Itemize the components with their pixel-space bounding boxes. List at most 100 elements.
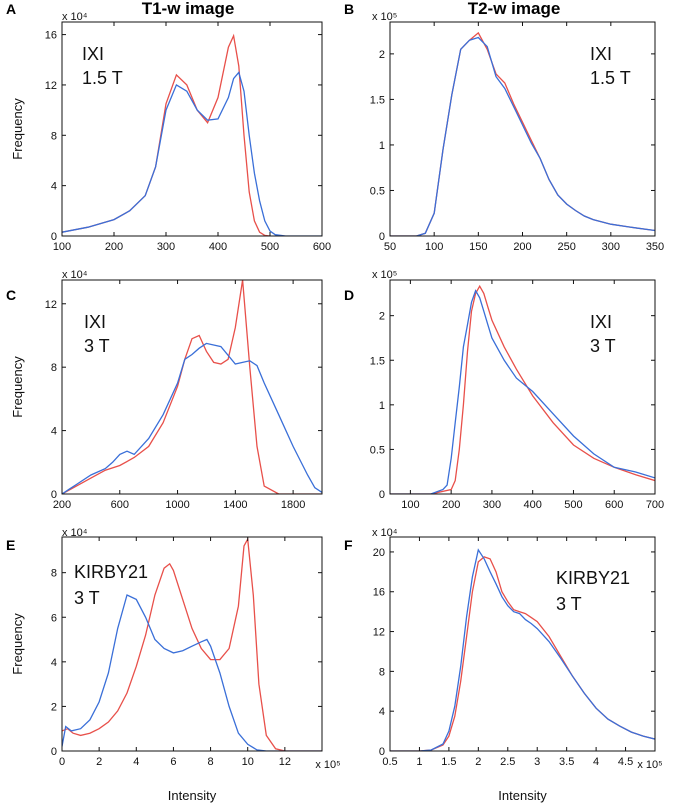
axes-frame: [389, 21, 656, 237]
x-tick-label: 600: [111, 499, 129, 511]
y-tick-label: 0.5: [370, 444, 385, 456]
panel-annotation: KIRBY21: [74, 562, 148, 582]
x-tick-label: 300: [157, 241, 175, 253]
y-tick-label: 8: [51, 362, 57, 374]
axes-frame: [61, 536, 323, 752]
y-tick-label: 1.5: [370, 94, 385, 106]
x-tick-label: 8: [208, 756, 214, 768]
panel-annotation: IXI: [84, 312, 106, 332]
panel-b: 50 100 150 200 250 300 350 0 0.5 1 1.5 2 B x 10⁵ IXI 1.…: [344, 1, 664, 253]
x-exponent-label: x 10⁵: [315, 759, 340, 771]
column-title-t2: T2-w image: [468, 0, 561, 18]
panel-annotation: 1.5 T: [82, 68, 123, 88]
series-line-blue: [62, 71, 322, 236]
x-tick-label: 2: [96, 756, 102, 768]
x-tick-label: 600: [313, 241, 331, 253]
x-tick-label: 12: [279, 756, 291, 768]
x-tick-label: 400: [524, 499, 542, 511]
panel-e: 0 2 4 6 8 10 12 0 2 4 6 8 Ex 10⁴ x 10⁵ KIRBY21 3 T Frequ…: [6, 527, 341, 803]
panel-letter: F: [344, 537, 353, 553]
x-axis-label: Intensity: [168, 788, 217, 803]
x-tick-label: 350: [646, 241, 664, 253]
x-tick-label: 150: [469, 241, 487, 253]
x-tick-label: 0.5: [382, 756, 397, 768]
panel-annotation: 3 T: [556, 594, 582, 614]
series-line-blue: [62, 594, 322, 751]
panel-annotation: IXI: [590, 44, 612, 64]
x-exponent-label: x 10⁵: [637, 759, 662, 771]
panel-annotation: IXI: [82, 44, 104, 64]
x-tick-label: 300: [483, 499, 501, 511]
x-tick-label: 1000: [165, 499, 189, 511]
x-tick-label: 200: [513, 241, 531, 253]
x-tick-label: 1400: [223, 499, 247, 511]
y-tick-label: 12: [373, 627, 385, 639]
y-tick-label: 8: [379, 666, 385, 678]
y-tick-label: 0: [51, 489, 57, 501]
panel-letter: E: [6, 537, 15, 553]
y-tick-label: 0.5: [370, 185, 385, 197]
x-tick-label: 1.5: [441, 756, 456, 768]
x-tick-label: 2.5: [500, 756, 515, 768]
y-tick-label: 16: [373, 587, 385, 599]
y-tick-label: 1: [379, 400, 385, 412]
panel-annotation: 3 T: [590, 336, 616, 356]
x-tick-label: 200: [53, 499, 71, 511]
y-exponent-label: x 10⁵: [372, 269, 397, 281]
x-tick-label: 700: [646, 499, 664, 511]
y-tick-label: 6: [51, 612, 57, 624]
y-tick-label: 2: [379, 49, 385, 61]
x-axis-label: Intensity: [498, 788, 547, 803]
y-tick-label: 0: [379, 231, 385, 243]
axes-frame: [389, 536, 656, 752]
x-tick-label: 250: [557, 241, 575, 253]
panel-annotation: 3 T: [74, 588, 100, 608]
panel-f: 0.5 1 1.5 2 2.5 3 3.5 4 4.5 0 4 8 12 16 20 Fx 10⁴ x 10⁵ K…: [344, 527, 663, 803]
x-tick-label: 500: [261, 241, 279, 253]
panel-annotation: 1.5 T: [590, 68, 631, 88]
y-exponent-label: x 10⁴: [62, 11, 88, 23]
x-tick-label: 500: [564, 499, 582, 511]
panel-letter: D: [344, 287, 354, 303]
y-tick-label: 0: [51, 746, 57, 758]
axes-frame: [61, 21, 323, 237]
x-tick-label: 100: [425, 241, 443, 253]
x-tick-label: 3: [534, 756, 540, 768]
series-line-blue: [390, 548, 655, 751]
panel-letter: C: [6, 287, 16, 303]
panel-letter: B: [344, 1, 354, 17]
axes-frame: [389, 279, 656, 495]
x-tick-label: 6: [170, 756, 176, 768]
y-tick-label: 0: [379, 489, 385, 501]
x-tick-label: 300: [602, 241, 620, 253]
x-tick-label: 600: [605, 499, 623, 511]
panel-d: 100 200 300 400 500 600 700 0 0.5 1 1.5 2 Dx 10⁵ IXI 3…: [344, 269, 664, 511]
y-tick-label: 1.5: [370, 355, 385, 367]
x-tick-label: 1: [416, 756, 422, 768]
y-tick-label: 20: [373, 547, 385, 559]
x-tick-label: 10: [242, 756, 254, 768]
series-line-red: [62, 280, 322, 494]
y-exponent-label: x 10⁴: [372, 527, 398, 539]
x-tick-label: 100: [401, 499, 419, 511]
y-tick-label: 4: [51, 426, 57, 438]
y-exponent-label: x 10⁴: [62, 269, 88, 281]
x-tick-label: 0: [59, 756, 65, 768]
series-line-blue: [62, 342, 322, 494]
x-tick-label: 200: [105, 241, 123, 253]
x-tick-label: 200: [442, 499, 460, 511]
panel-a: 100 200 300 400 500 600 0 4 8 12 16 A x 10⁴ IXI 1.5 T F…: [6, 1, 331, 253]
column-title-t1: T1-w image: [142, 0, 235, 18]
y-axis-label: Frequency: [10, 356, 25, 418]
y-tick-label: 2: [379, 311, 385, 323]
series-line-red: [62, 33, 271, 236]
x-tick-label: 2: [475, 756, 481, 768]
y-tick-label: 0: [51, 231, 57, 243]
series-line-red: [390, 284, 655, 494]
series-line-blue: [390, 36, 655, 236]
x-tick-label: 4.5: [618, 756, 633, 768]
y-tick-label: 4: [51, 657, 57, 669]
y-tick-label: 8: [51, 568, 57, 580]
y-tick-label: 12: [45, 80, 57, 92]
